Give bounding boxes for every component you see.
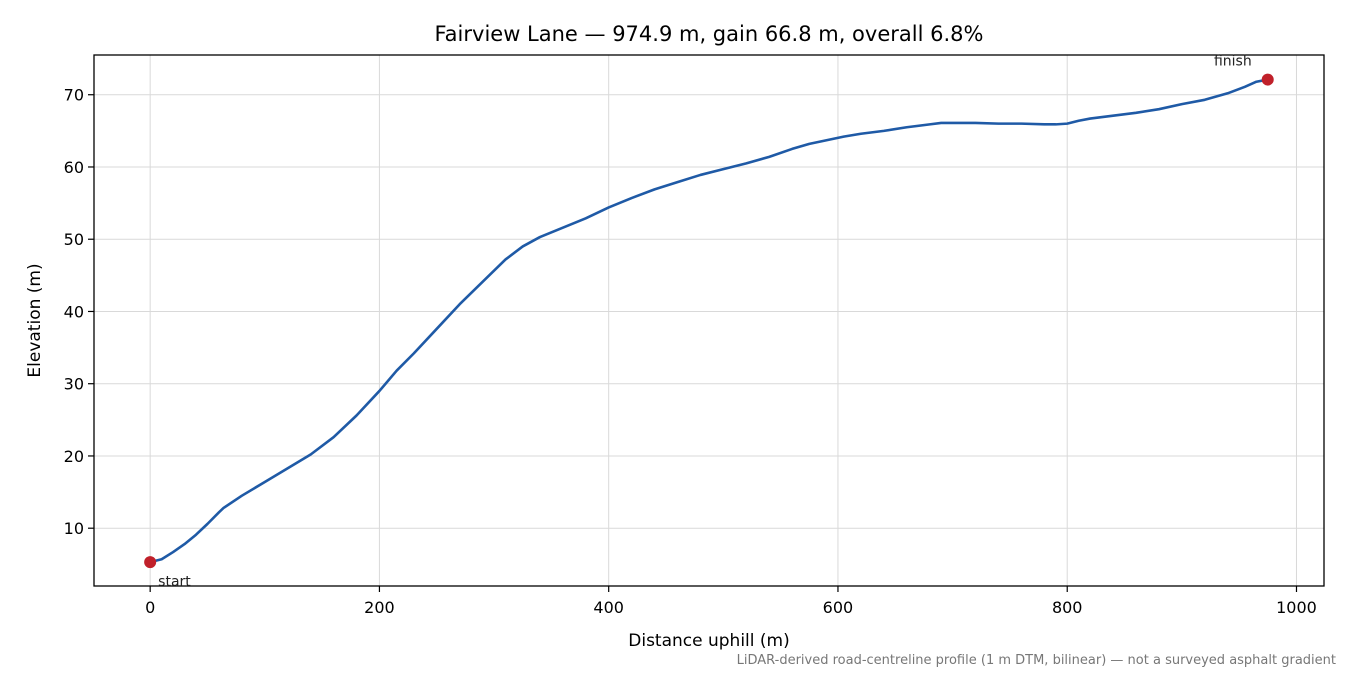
series-layer [148, 78, 1270, 564]
y-tick-label: 40 [64, 302, 84, 321]
grid [94, 55, 1324, 586]
x-tick-label: 0 [145, 598, 155, 617]
axis-ticks: 0 200 400 600 800 1000 10 20 30 40 50 60 70 [64, 86, 1317, 617]
y-axis-label: Elevation (m) [25, 263, 45, 377]
x-tick-label: 600 [823, 598, 854, 617]
elevation-series-line [148, 78, 1270, 564]
y-tick-label: 60 [64, 158, 84, 177]
start-label: start [158, 574, 191, 590]
endpoint-markers: start finish [144, 54, 1274, 590]
x-tick-label: 200 [364, 598, 395, 617]
y-tick-label: 50 [64, 230, 84, 249]
chart-title: Fairview Lane — 974.9 m, gain 66.8 m, ov… [435, 22, 984, 46]
y-tick-label: 10 [64, 519, 84, 538]
start-point-marker [144, 556, 157, 569]
y-tick-label: 70 [64, 86, 84, 105]
x-tick-label: 1000 [1276, 598, 1317, 617]
x-axis-label: Distance uphill (m) [628, 631, 789, 651]
finish-point-marker [1261, 73, 1274, 86]
footnote: LiDAR-derived road-centreline profile (1… [737, 653, 1336, 668]
finish-label: finish [1214, 54, 1252, 70]
y-tick-label: 20 [64, 447, 84, 466]
x-tick-label: 400 [593, 598, 624, 617]
x-tick-label: 800 [1052, 598, 1083, 617]
plot-frame [93, 54, 1325, 587]
y-tick-label: 30 [64, 375, 84, 394]
